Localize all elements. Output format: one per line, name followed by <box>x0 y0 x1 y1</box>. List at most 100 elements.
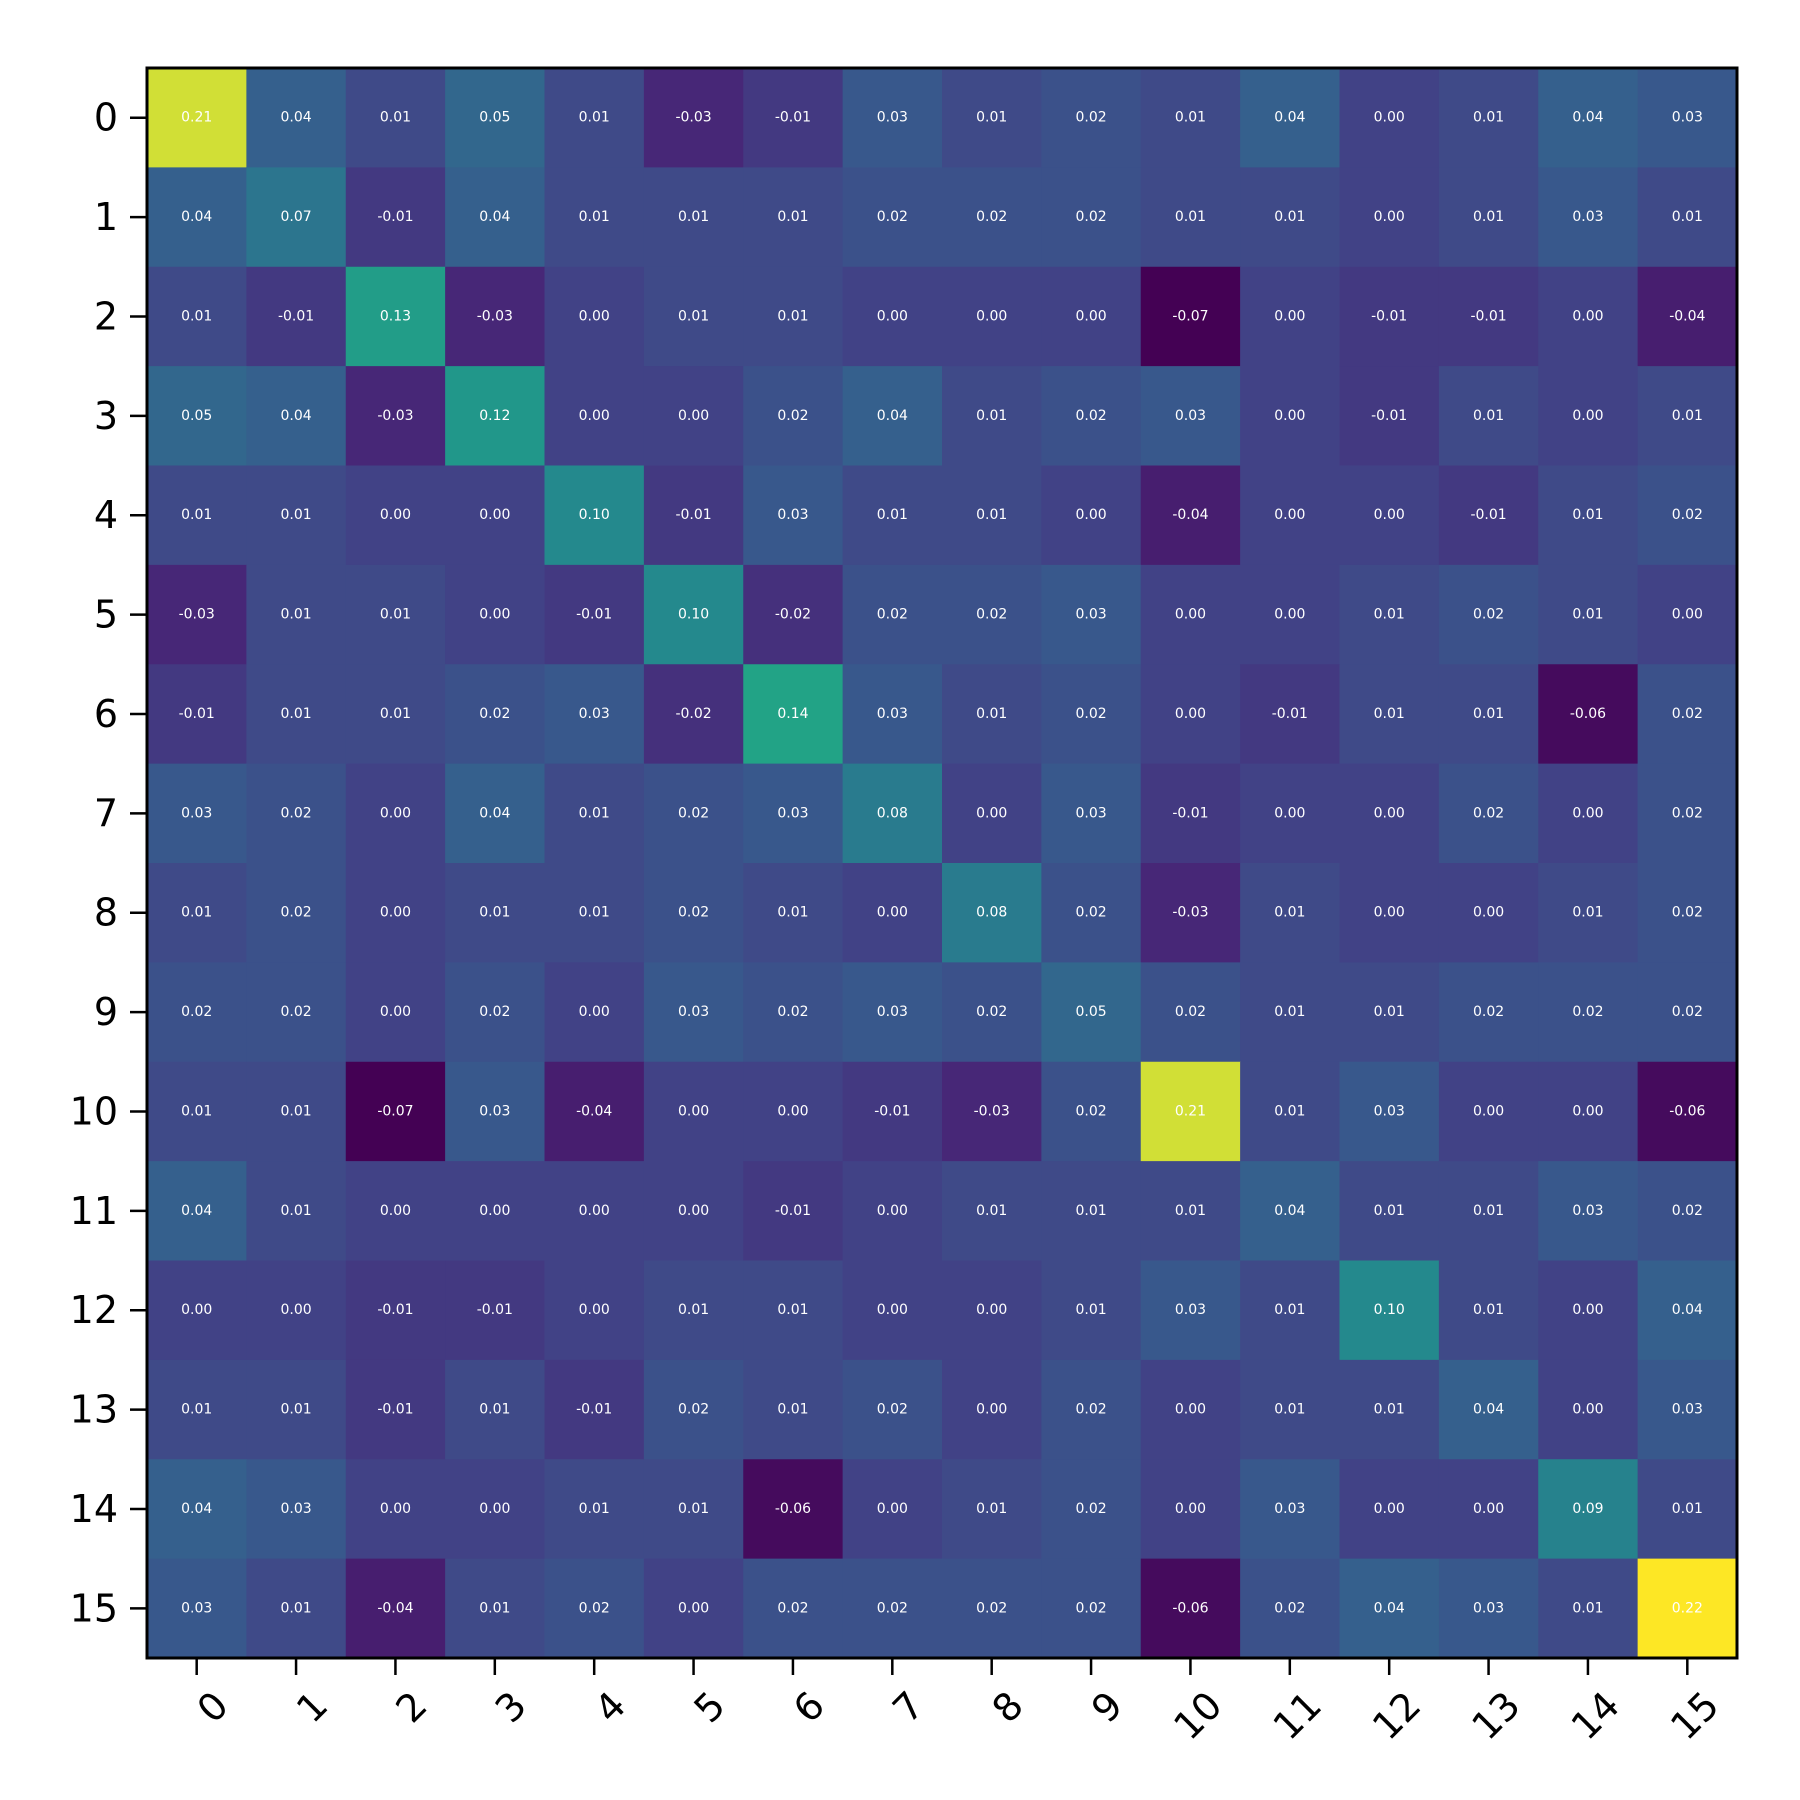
cell-value-label: 0.02 <box>1572 1004 1603 1020</box>
cell-value-label: 0.00 <box>1572 1103 1603 1119</box>
x-tick-label: 11 <box>1265 1683 1330 1748</box>
cell-value-label: 0.02 <box>1075 408 1106 424</box>
heatmap-cell <box>1538 68 1639 168</box>
cell-value-label: -0.01 <box>775 110 811 126</box>
heatmap-cell <box>1339 1359 1440 1460</box>
cell-value-label: 0.07 <box>280 209 311 225</box>
heatmap-cell <box>1240 1459 1340 1560</box>
heatmap-cell <box>1041 664 1142 765</box>
heatmap-cell <box>1438 1459 1539 1560</box>
heatmap-cell <box>1140 564 1241 665</box>
heatmap-cell <box>147 664 247 765</box>
heatmap-cell <box>147 1558 247 1659</box>
heatmap-cell <box>246 763 347 864</box>
heatmap-cell <box>743 664 844 765</box>
cell-value-label: -0.01 <box>576 1402 612 1418</box>
heatmap-cell <box>842 1161 943 1261</box>
heatmap-cell <box>842 1359 943 1460</box>
heatmap-cell <box>1240 167 1340 268</box>
cell-value-label: 0.02 <box>877 607 908 623</box>
cell-value-label: 0.03 <box>777 805 808 821</box>
heatmap-cell <box>1240 863 1340 963</box>
cell-value-label: 0.02 <box>1672 1203 1703 1219</box>
cell-value-label: -0.01 <box>377 209 413 225</box>
heatmap-cell <box>345 664 446 765</box>
cell-value-label: 0.04 <box>1572 110 1603 126</box>
heatmap-cell <box>942 1359 1042 1460</box>
cell-value-label: 0.00 <box>380 1004 411 1020</box>
cell-value-label: 0.02 <box>1672 507 1703 523</box>
x-tick-label: 13 <box>1463 1683 1528 1748</box>
cell-value-label: 0.04 <box>1672 1302 1703 1318</box>
cell-value-label: -0.06 <box>1172 1600 1208 1616</box>
cell-value-label: 0.03 <box>1175 1302 1206 1318</box>
cell-value-label: 0.00 <box>1274 308 1305 324</box>
cell-value-label: -0.01 <box>874 1103 910 1119</box>
cell-value-label: 0.01 <box>1572 507 1603 523</box>
heatmap-cell <box>643 664 744 765</box>
x-tick-label: 3 <box>487 1683 535 1731</box>
x-tick-label: 10 <box>1165 1683 1230 1748</box>
cell-value-label: 0.00 <box>579 1203 610 1219</box>
heatmap-cell <box>147 863 247 963</box>
heatmap-cell <box>1240 664 1340 765</box>
heatmap-cell <box>942 465 1042 566</box>
x-tick-label: 14 <box>1563 1683 1628 1748</box>
heatmap-cell <box>1637 664 1738 765</box>
y-tick-label: 10 <box>70 1089 118 1133</box>
heatmap-cell <box>842 68 943 168</box>
cell-value-label: 0.02 <box>280 805 311 821</box>
cell-value-label: 0.02 <box>1473 607 1504 623</box>
cell-value-label: 0.10 <box>1374 1302 1405 1318</box>
heatmap-cell <box>1041 863 1142 963</box>
heatmap-cell <box>643 1359 744 1460</box>
cell-value-label: 0.01 <box>1473 1302 1504 1318</box>
cell-value-label: -0.07 <box>377 1103 413 1119</box>
heatmap-cell <box>147 962 247 1063</box>
heatmap-cell <box>147 564 247 665</box>
heatmap-cell <box>1637 863 1738 963</box>
heatmap-cell <box>147 266 247 367</box>
heatmap-cell <box>544 1061 645 1162</box>
cell-value-label: 0.01 <box>1075 1203 1106 1219</box>
y-tick-label: 7 <box>94 791 118 835</box>
cell-value-label: 0.03 <box>877 110 908 126</box>
cell-value-label: -0.01 <box>1371 308 1407 324</box>
cell-value-label: 0.02 <box>181 1004 212 1020</box>
x-tick-label: 2 <box>387 1683 435 1731</box>
heatmap-cell <box>1339 266 1440 367</box>
heatmap-cell <box>544 465 645 566</box>
cell-value-label: 0.02 <box>1175 1004 1206 1020</box>
cell-value-label: 0.00 <box>1473 1103 1504 1119</box>
heatmap-cell <box>1240 1061 1340 1162</box>
cell-value-label: -0.01 <box>775 1203 811 1219</box>
heatmap-cell <box>942 1260 1042 1361</box>
cell-value-label: 0.02 <box>1672 905 1703 921</box>
cell-value-label: 0.01 <box>1274 1402 1305 1418</box>
cell-value-label: 0.00 <box>678 408 709 424</box>
heatmap-cell <box>1637 1061 1738 1162</box>
heatmap-cell <box>1140 962 1241 1063</box>
heatmap-cell <box>1140 1459 1241 1560</box>
cell-value-label: 0.00 <box>1572 308 1603 324</box>
heatmap-cell <box>1538 564 1639 665</box>
heatmap-cell <box>643 1061 744 1162</box>
heatmap-cell <box>1041 366 1142 466</box>
cell-value-label: 0.02 <box>1473 805 1504 821</box>
heatmap-cell <box>147 68 247 168</box>
cell-value-label: 0.01 <box>976 507 1007 523</box>
cell-value-label: 0.00 <box>1572 805 1603 821</box>
heatmap-cell <box>1140 1061 1241 1162</box>
cell-value-label: 0.01 <box>1274 905 1305 921</box>
heatmap-cell <box>1339 763 1440 864</box>
heatmap-cell <box>345 564 446 665</box>
cell-value-label: 0.02 <box>479 1004 510 1020</box>
heatmap-cell <box>1140 1260 1241 1361</box>
heatmap-cell <box>445 664 545 765</box>
cell-value-label: -0.03 <box>1172 905 1208 921</box>
x-tick-label: 12 <box>1364 1683 1429 1748</box>
cell-value-label: 0.01 <box>1274 1302 1305 1318</box>
heatmap-cell <box>842 167 943 268</box>
cell-value-label: 0.01 <box>1473 408 1504 424</box>
